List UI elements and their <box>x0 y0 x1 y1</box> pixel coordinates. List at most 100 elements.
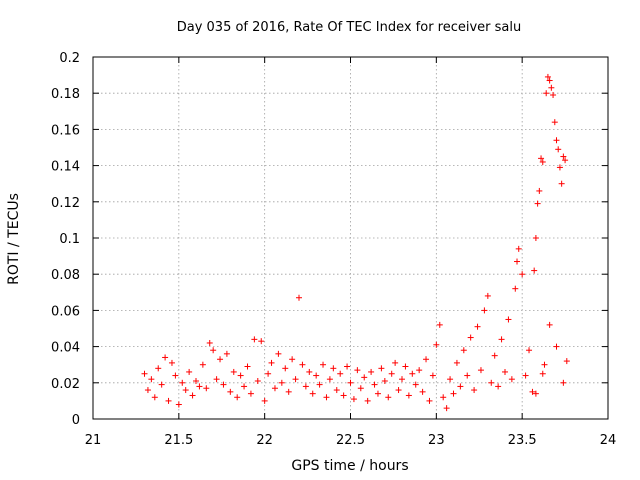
x-tick-label: 23 <box>428 433 445 448</box>
y-tick-label: 0.06 <box>51 304 80 319</box>
data-point <box>543 90 550 97</box>
data-point <box>285 388 292 395</box>
data-point <box>423 356 430 363</box>
data-points <box>141 73 570 412</box>
data-point <box>532 390 539 397</box>
data-point <box>546 321 553 328</box>
data-point <box>251 336 258 343</box>
grid-lines <box>93 57 608 419</box>
data-point <box>381 377 388 384</box>
data-point <box>550 92 557 99</box>
data-point <box>275 350 282 357</box>
data-point <box>371 381 378 388</box>
data-point <box>457 383 464 390</box>
x-tick-label: 23.5 <box>508 433 537 448</box>
data-point <box>522 372 529 379</box>
data-point <box>144 387 151 394</box>
data-point <box>514 258 521 265</box>
data-point <box>551 119 558 126</box>
data-point <box>467 334 474 341</box>
data-point <box>175 401 182 408</box>
data-point <box>182 387 189 394</box>
x-axis-title: GPS time / hours <box>291 458 408 474</box>
y-tick-label: 0 <box>72 413 80 428</box>
data-point <box>323 394 330 401</box>
x-tick-label: 21 <box>85 433 102 448</box>
data-point <box>361 374 368 381</box>
data-point <box>313 372 320 379</box>
data-point <box>254 377 261 384</box>
data-point <box>436 321 443 328</box>
data-point <box>532 235 539 241</box>
data-point <box>560 153 567 160</box>
y-tick-label: 0.18 <box>51 87 80 102</box>
data-point <box>141 370 148 377</box>
data-point <box>548 84 555 91</box>
data-point <box>412 381 419 388</box>
data-point <box>302 383 309 390</box>
y-tick-label: 0.2 <box>59 51 80 66</box>
data-point <box>186 368 193 375</box>
data-point <box>316 381 323 388</box>
data-point <box>484 292 491 299</box>
data-point <box>244 363 251 370</box>
data-point <box>399 376 405 383</box>
data-point <box>508 376 515 383</box>
data-point <box>563 358 570 365</box>
data-point <box>453 359 460 366</box>
data-point <box>495 383 502 390</box>
y-tick-label: 0.02 <box>51 377 80 392</box>
data-point <box>234 394 241 401</box>
data-point <box>206 339 213 346</box>
data-point <box>289 356 296 363</box>
data-point <box>416 367 423 374</box>
y-tick-label: 0.1 <box>59 232 80 247</box>
data-point <box>392 359 399 366</box>
data-point <box>282 365 289 372</box>
data-point <box>223 350 230 357</box>
data-point <box>491 352 498 359</box>
data-point <box>354 367 361 374</box>
data-point <box>333 387 340 394</box>
data-point <box>546 77 553 84</box>
data-point <box>271 385 278 392</box>
data-point <box>278 379 285 386</box>
data-point <box>471 387 478 394</box>
data-point <box>529 388 536 395</box>
data-point <box>151 394 158 401</box>
data-point <box>340 392 347 399</box>
data-point <box>326 376 333 383</box>
data-point <box>193 377 199 384</box>
data-point <box>203 385 210 392</box>
data-point <box>538 155 545 162</box>
data-point <box>395 387 402 394</box>
data-point <box>258 338 265 345</box>
y-tick-label: 0.04 <box>51 341 80 356</box>
data-point <box>526 347 533 354</box>
data-point <box>433 341 440 348</box>
data-point <box>330 365 337 372</box>
data-point <box>512 285 519 292</box>
data-point <box>179 379 186 386</box>
data-point <box>261 397 268 404</box>
x-tick-label: 21.5 <box>164 433 193 448</box>
data-point <box>210 347 217 354</box>
data-point <box>426 397 433 404</box>
data-point <box>241 383 248 390</box>
y-axis-title: ROTI / TECUs <box>6 193 22 285</box>
data-point <box>402 363 409 370</box>
data-point <box>556 164 563 171</box>
data-point <box>168 359 175 366</box>
y-tick-label: 0.08 <box>51 268 80 283</box>
data-point <box>560 379 567 386</box>
x-tick-label: 24 <box>600 433 617 448</box>
data-point <box>299 361 306 368</box>
data-point <box>531 267 538 274</box>
data-point <box>534 200 541 207</box>
data-point <box>172 372 179 379</box>
data-point <box>158 381 165 388</box>
data-point <box>536 187 543 194</box>
data-point <box>347 379 354 386</box>
data-point <box>562 157 569 164</box>
